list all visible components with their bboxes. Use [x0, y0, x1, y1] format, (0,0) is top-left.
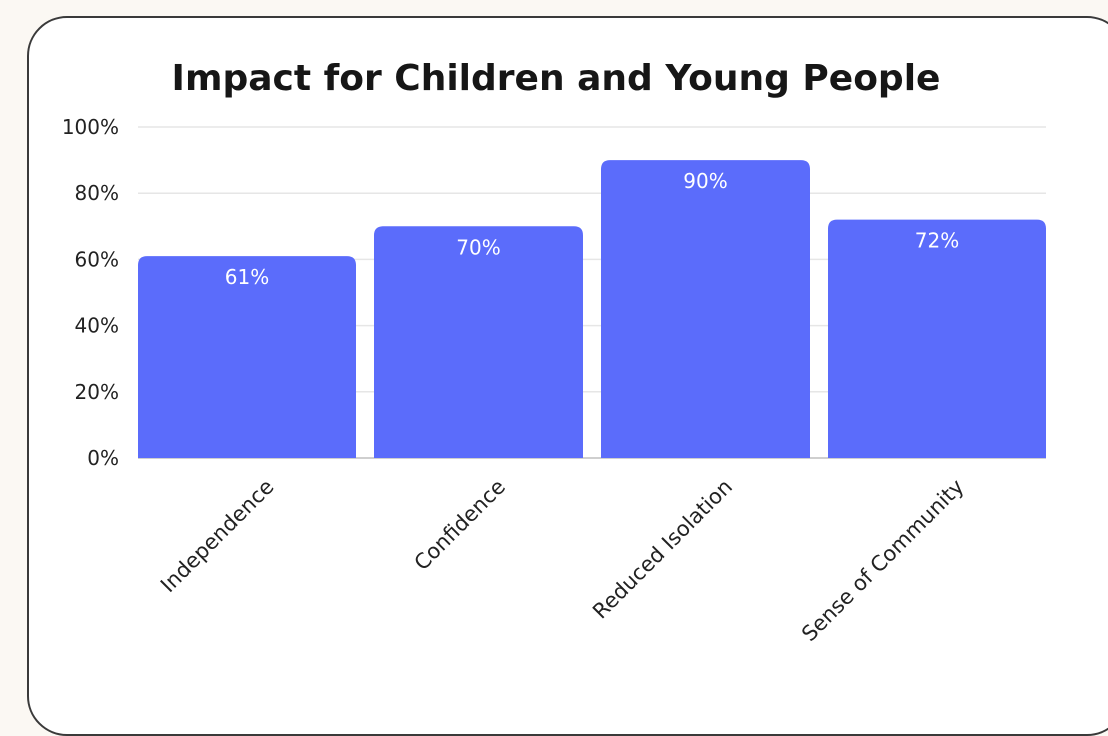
y-tick-label: 40% [75, 314, 119, 338]
data-label: 61% [225, 265, 269, 289]
data-label: 90% [683, 169, 727, 193]
category-label: Sense of Community [797, 475, 969, 647]
bar-sense-of-community [828, 219, 1046, 458]
chart-title: Impact for Children and Young People [172, 58, 941, 99]
bar-confidence [374, 226, 583, 458]
data-label: 70% [456, 235, 500, 259]
category-label: Reduced Isolation [588, 475, 737, 624]
bar-independence [138, 256, 356, 458]
data-labels: 61% 70% 90% 72% [225, 169, 959, 289]
y-tick-label: 100% [62, 115, 119, 139]
bar-reduced-isolation [601, 160, 810, 458]
data-label: 72% [915, 229, 959, 253]
y-tick-label: 60% [75, 247, 119, 271]
y-tick-label: 80% [75, 181, 119, 205]
x-axis-category-labels: Independence Confidence Reduced Isolation S… [156, 475, 969, 647]
category-label: Independence [156, 475, 279, 598]
y-tick-label: 20% [75, 380, 119, 404]
y-tick-label: 0% [87, 446, 119, 470]
category-label: Confidence [410, 475, 510, 575]
bars [138, 160, 1046, 458]
y-axis-tick-labels: 0% 20% 40% 60% 80% 100% [62, 115, 119, 470]
